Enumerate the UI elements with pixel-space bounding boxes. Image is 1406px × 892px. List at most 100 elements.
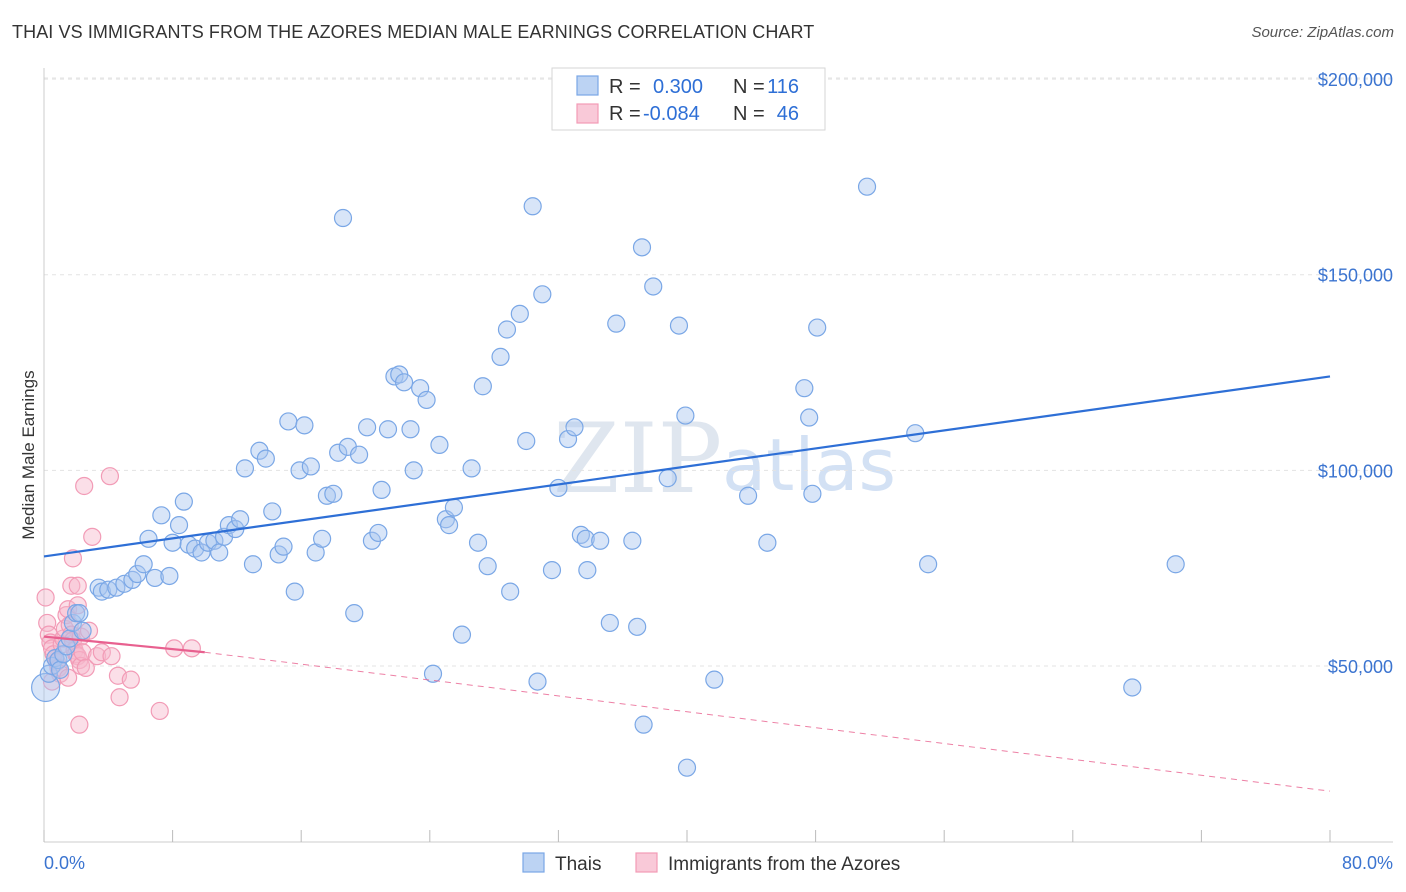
thais-point-52 — [317, 486, 337, 505]
azores-point-35 — [100, 467, 120, 486]
azores-point-38 — [110, 688, 129, 707]
thais-point-83 — [501, 582, 520, 601]
gridlines — [44, 77, 1393, 667]
thais-point-118 — [1123, 678, 1142, 697]
thais-point-66 — [394, 373, 414, 392]
thais-point-76 — [452, 625, 472, 644]
bottom-legend-label-azores: Immigrants from the Azores — [668, 854, 900, 875]
bottom-legend-label-thais: Thais — [555, 854, 601, 875]
legend-r-label-azores: R = — [609, 103, 641, 125]
legend-r-value-azores: -0.084 — [643, 103, 700, 125]
y-tick-labels: $50,000 $100,000 $150,000 $200,000 — [1318, 70, 1393, 677]
thais-point-99 — [623, 531, 642, 550]
thais-point-22 — [145, 568, 165, 588]
legend-swatch-azores — [576, 103, 599, 124]
thais-point-70 — [417, 390, 436, 410]
thais-point-42 — [263, 502, 282, 521]
thais-point-24 — [160, 566, 179, 586]
source-label: Source: ZipAtlas.com — [1251, 24, 1394, 41]
series-legend: Thais Immigrants from the Azores — [522, 852, 900, 875]
thais-point-97 — [600, 613, 619, 633]
thais-point-78 — [468, 533, 488, 552]
thais-point-11 — [70, 604, 89, 623]
thais-point-102 — [644, 277, 663, 296]
azores-point-39 — [121, 670, 140, 689]
thais-point-113 — [803, 484, 822, 503]
azores-trendline — [43, 635, 205, 654]
thais-point-84 — [510, 304, 529, 323]
x-tick-label-min: 0.0% — [44, 853, 85, 873]
thais-point-117 — [919, 555, 938, 574]
thais-point-69 — [411, 379, 430, 398]
thais-point-51 — [312, 529, 332, 548]
azores-series — [36, 467, 201, 734]
azores-point-32 — [83, 527, 102, 546]
thais-point-119 — [1166, 555, 1185, 574]
thais-point-79 — [473, 377, 492, 396]
azores-point-36 — [102, 647, 121, 666]
thais-point-103 — [634, 715, 653, 734]
thais-point-53 — [324, 484, 343, 503]
legend-r-label-thais: R = — [609, 76, 641, 98]
thais-point-101 — [632, 238, 652, 257]
azores-point-28 — [68, 576, 87, 595]
y-tick-label-1: $100,000 — [1318, 461, 1393, 481]
thais-point-91 — [558, 429, 578, 449]
azores-point-29 — [75, 476, 94, 496]
thais-point-20 — [134, 555, 153, 574]
thais-point-63 — [378, 420, 398, 439]
thais-point-12 — [73, 621, 92, 640]
thais-point-46 — [285, 582, 304, 601]
thais-series — [31, 177, 1185, 777]
thais-point-106 — [676, 406, 695, 425]
thais-trendline — [43, 375, 1331, 558]
watermark-atlas: atlas — [722, 423, 896, 507]
azores-point-42 — [182, 639, 201, 658]
thais-point-5 — [50, 660, 70, 679]
legend-n-value-azores: 46 — [777, 103, 799, 125]
thais-point-77 — [462, 459, 481, 478]
thais-point-95 — [576, 529, 595, 548]
thais-point-104 — [658, 469, 677, 488]
thais-point-112 — [800, 408, 819, 427]
thais-point-89 — [542, 561, 562, 580]
thais-point-67 — [401, 420, 420, 439]
thais-point-30 — [192, 543, 211, 562]
thais-point-98 — [607, 314, 626, 333]
thais-point-68 — [404, 461, 423, 480]
x-ticks — [43, 830, 1331, 842]
thais-point-58 — [349, 445, 369, 464]
thais-point-85 — [517, 431, 536, 451]
azores-point-30 — [76, 658, 95, 678]
thais-point-108 — [705, 670, 724, 689]
thais-point-80 — [478, 557, 497, 576]
thais-point-23 — [152, 506, 171, 525]
thais-point-18 — [123, 570, 142, 589]
thais-point-74 — [439, 516, 459, 535]
thais-point-82 — [497, 320, 517, 339]
thais-point-75 — [444, 498, 464, 517]
thais-point-55 — [333, 208, 353, 228]
thais-point-94 — [578, 561, 597, 580]
watermark: ZIP atlas — [553, 403, 896, 515]
thais-point-45 — [279, 412, 298, 431]
bottom-legend-swatch-thais — [522, 852, 545, 873]
legend-n-label-thais: N = — [733, 76, 765, 98]
thais-point-111 — [795, 379, 814, 398]
thais-point-41 — [256, 449, 275, 468]
thais-point-100 — [628, 617, 647, 636]
thais-point-115 — [857, 177, 877, 196]
y-tick-label-2: $150,000 — [1318, 266, 1393, 286]
thais-point-38 — [235, 459, 255, 478]
y-tick-label-3: $200,000 — [1318, 70, 1393, 90]
thais-point-27 — [174, 492, 193, 511]
y-tick-label-0: $50,000 — [1328, 657, 1393, 677]
thais-point-47 — [290, 461, 309, 480]
chart-title: THAI VS IMMIGRANTS FROM THE AZORES MEDIA… — [12, 22, 815, 42]
thais-point-54 — [329, 443, 348, 462]
correlation-legend: R = 0.300 N = 116 R = -0.084 N = 46 — [551, 67, 826, 131]
azores-point-31 — [79, 621, 99, 640]
thais-point-87 — [528, 672, 547, 691]
legend-r-value-thais: 0.300 — [653, 76, 703, 98]
